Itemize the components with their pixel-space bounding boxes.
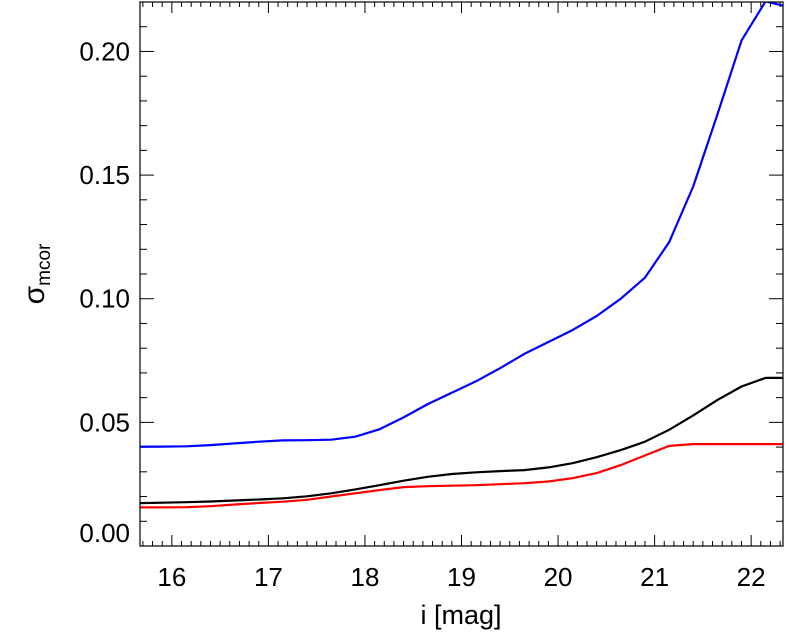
y-axis-label-sigma: σ	[18, 285, 51, 304]
y-axis-label-subscript: mcor	[34, 243, 55, 286]
x-tick-label: 16	[157, 562, 186, 592]
series-line-1	[140, 376, 783, 505]
series-group	[140, 2, 783, 509]
x-axis-label: i [mag]	[420, 600, 501, 630]
x-tick-labels: 16 17 18 19 20 21 22	[157, 562, 765, 592]
x-tick-label: 19	[447, 562, 476, 592]
y-tick-label: 0.00	[79, 518, 130, 548]
plot-frame	[139, 1, 784, 547]
y-tick-label: 0.05	[79, 407, 130, 437]
x-tick-label: 21	[640, 562, 669, 592]
x-tick-label: 17	[254, 562, 283, 592]
x-tick-label: 22	[737, 562, 766, 592]
x-tick-label: 18	[350, 562, 379, 592]
axis-ticks	[140, 1, 783, 547]
series-line-2	[140, 443, 783, 509]
y-tick-label: 0.15	[79, 160, 130, 190]
y-tick-labels: 0.00 0.05 0.10 0.15 0.20	[79, 36, 130, 548]
y-tick-label: 0.20	[79, 36, 130, 66]
x-tick-label: 20	[544, 562, 573, 592]
y-tick-label: 0.10	[79, 284, 130, 314]
y-axis-label: σmcor	[18, 243, 55, 304]
series-line-0	[140, 2, 783, 448]
